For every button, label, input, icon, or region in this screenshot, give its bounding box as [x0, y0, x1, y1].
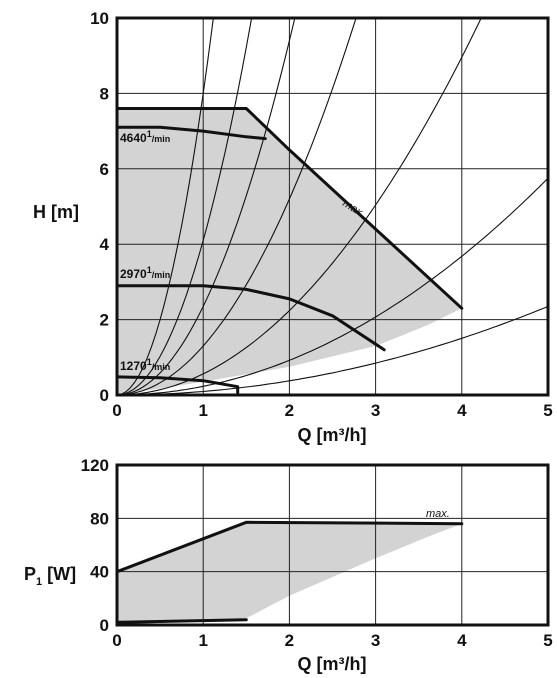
x-tick-label: 1 [198, 401, 207, 420]
series-label-max: max. [426, 508, 450, 520]
x-tick-label: 4 [457, 631, 467, 650]
series-label-sup: 1 [147, 357, 152, 367]
plot-area-2 [115, 465, 548, 625]
x-tick-label: 2 [285, 401, 294, 420]
x-tick-label: 1 [198, 631, 207, 650]
y-tick-label: 6 [100, 160, 109, 179]
x-tick-label: 4 [457, 401, 467, 420]
series-label-sup: 1 [147, 265, 152, 275]
x-axis-title: Q [m³/h] [298, 654, 367, 674]
y-tick-label: 10 [90, 9, 109, 28]
power-curve-min [115, 618, 248, 624]
pump-curve-max [115, 107, 464, 310]
system-curve [117, 177, 548, 395]
series-label: 29701/min [120, 265, 170, 281]
y-axis-title: H [m] [33, 202, 79, 222]
system-curve [117, 18, 296, 395]
x-tick-label: 0 [112, 401, 121, 420]
x-tick-label: 5 [543, 401, 552, 420]
x-tick-label: 3 [371, 401, 380, 420]
x-tick-label: 3 [371, 631, 380, 650]
x-tick-label: 5 [543, 631, 552, 650]
system-curve [117, 18, 214, 395]
series-label: 46401/min [120, 129, 170, 145]
y-axis-title-subscript: 1 [36, 576, 42, 588]
power-curve-max [115, 520, 464, 574]
y-axis-title: P1 [W] [24, 564, 76, 588]
x-axis-title: Q [m³/h] [298, 425, 367, 445]
series-label: 12701/min [120, 357, 170, 373]
y-tick-label: 0 [100, 386, 109, 405]
y-tick-label: 2 [100, 311, 109, 330]
x-tick-label: 2 [285, 631, 294, 650]
y-tick-label: 80 [90, 509, 109, 528]
plot-frame [115, 16, 550, 397]
y-tick-label: 8 [100, 84, 109, 103]
y-axis-title-unit: [W] [42, 564, 76, 584]
pump-curve-2 [115, 284, 386, 352]
series-label-value: 1270 [120, 359, 147, 373]
series-label-unit: /min [152, 270, 171, 280]
y-tick-label: 4 [100, 235, 110, 254]
series-label-unit: /min [152, 362, 171, 372]
y-tick-label: 40 [90, 563, 109, 582]
series-label-sup: 1 [147, 129, 152, 139]
pump-curve-1 [115, 125, 267, 141]
x-tick-label: 0 [112, 631, 121, 650]
system-curve [117, 305, 548, 395]
system-curve [117, 18, 357, 395]
series-label-value: 2970 [120, 267, 147, 281]
series-label-unit: /min [152, 134, 171, 144]
plot-area-1 [115, 18, 548, 395]
y-axis-title-symbol: P [24, 564, 36, 584]
system-curve [117, 18, 253, 395]
y-tick-label: 0 [100, 616, 109, 635]
y-tick-label: 120 [81, 456, 109, 475]
series-label-value: 4640 [120, 131, 147, 145]
pump-curve-3 [115, 375, 240, 395]
plot-frame [115, 463, 550, 627]
